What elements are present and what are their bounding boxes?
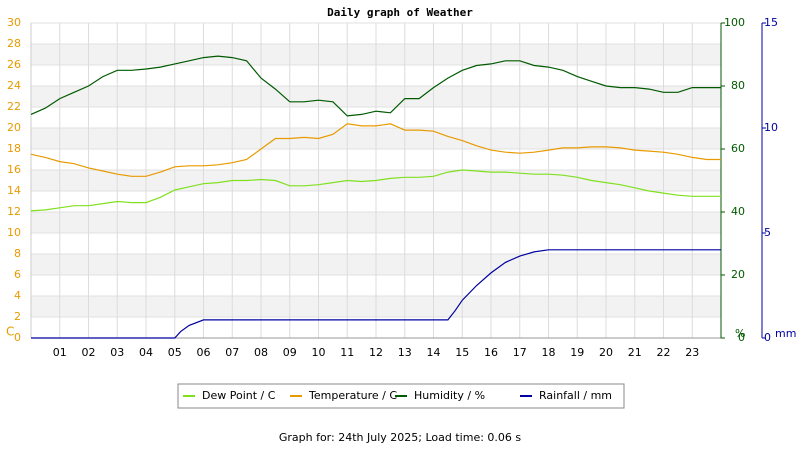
x-tick-label: 17 — [513, 346, 527, 359]
x-tick-label: 19 — [570, 346, 584, 359]
x-tick-label: 18 — [542, 346, 556, 359]
x-tick-label: 09 — [283, 346, 297, 359]
x-tick-label: 11 — [340, 346, 354, 359]
x-tick-label: 05 — [168, 346, 182, 359]
y-tick-label: 0 — [14, 331, 21, 344]
x-tick-label: 15 — [455, 346, 469, 359]
y-tick-label: 22 — [7, 100, 21, 113]
x-tick-label: 16 — [484, 346, 498, 359]
footer: Graph for: 24th July 2025; Load time: 0.… — [279, 431, 522, 444]
legend-label: Humidity / % — [414, 389, 485, 402]
y-tick-label: 24 — [7, 79, 21, 92]
x-tick-label: 07 — [225, 346, 239, 359]
y-tick-label: 8 — [14, 247, 21, 260]
series-line — [31, 249, 721, 339]
series-line — [30, 55, 721, 117]
y2-tick-label: 20 — [731, 268, 745, 281]
series-line — [30, 169, 721, 212]
y-tick-label: 14 — [7, 184, 21, 197]
x-tick-label: 02 — [82, 346, 96, 359]
x-tick-label: 08 — [254, 346, 268, 359]
y-tick-label: 20 — [7, 121, 21, 134]
legend-label: Dew Point / C — [202, 389, 276, 402]
y2-tick-label: 0 — [738, 331, 745, 344]
series-line — [30, 123, 721, 177]
x-tick-label: 22 — [657, 346, 671, 359]
y-tick-label: 28 — [7, 37, 21, 50]
x-tick-label: 14 — [427, 346, 441, 359]
y-tick-label: 6 — [14, 268, 21, 281]
y3-tick-label: 0 — [764, 331, 771, 344]
chart-title: Daily graph of Weather — [327, 6, 473, 19]
y3-tick-label: 10 — [764, 121, 778, 134]
y2-unit: % — [735, 327, 745, 340]
y-tick-label: 12 — [7, 205, 21, 218]
y3-unit: mm — [775, 327, 796, 340]
y2-tick-label: 80 — [731, 79, 745, 92]
legend-label: Rainfall / mm — [539, 389, 612, 402]
x-tick-label: 01 — [53, 346, 67, 359]
y-tick-label: 16 — [7, 163, 21, 176]
y2-tick-label: 100 — [724, 16, 745, 29]
x-tick-label: 21 — [628, 346, 642, 359]
y-tick-label: 18 — [7, 142, 21, 155]
y-unit: C — [6, 325, 14, 339]
y-tick-label: 10 — [7, 226, 21, 239]
y3-tick-label: 15 — [764, 16, 778, 29]
legend-label: Temperature / C — [308, 389, 397, 402]
y2-tick-label: 60 — [731, 142, 745, 155]
x-tick-label: 12 — [369, 346, 383, 359]
x-tick-label: 03 — [110, 346, 124, 359]
y-tick-label: 26 — [7, 58, 21, 71]
x-tick-label: 13 — [398, 346, 412, 359]
x-tick-label: 10 — [312, 346, 326, 359]
x-tick-label: 06 — [197, 346, 211, 359]
x-tick-label: 04 — [139, 346, 153, 359]
y-tick-label: 30 — [7, 16, 21, 29]
x-tick-label: 20 — [599, 346, 613, 359]
y-tick-label: 2 — [14, 310, 21, 323]
y-tick-label: 4 — [14, 289, 21, 302]
y2-tick-label: 40 — [731, 205, 745, 218]
y3-tick-label: 5 — [764, 226, 771, 239]
x-tick-label: 23 — [685, 346, 699, 359]
